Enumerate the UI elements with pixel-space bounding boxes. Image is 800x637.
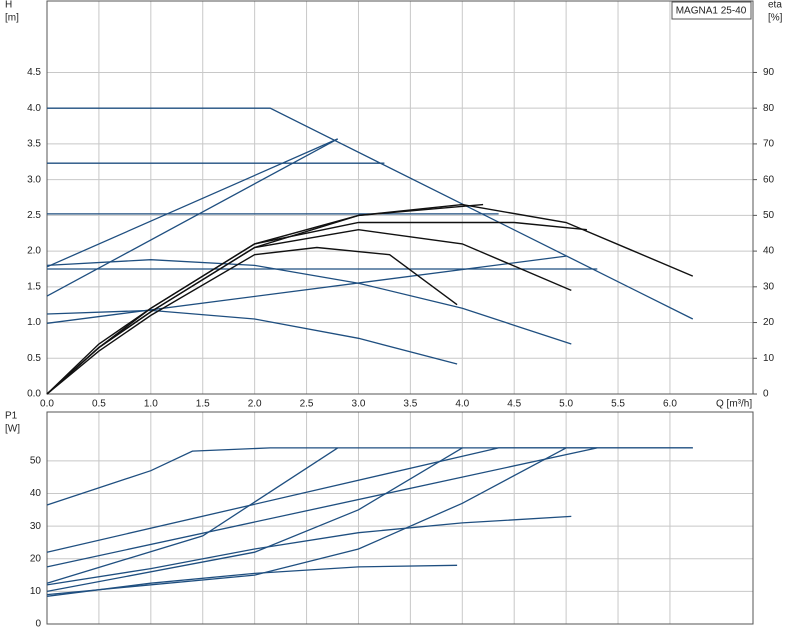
curve [46, 447, 463, 593]
y-tick-label: 0.5 [27, 353, 41, 364]
curve [46, 221, 587, 395]
y-tick-label: 10 [30, 586, 42, 597]
y2-axis-label: eta [768, 0, 782, 11]
plot-frame [46, 411, 754, 625]
x-tick-label: 3.0 [352, 399, 366, 410]
y-tick-label: 3.0 [27, 174, 41, 185]
y2-tick-label: 70 [763, 139, 775, 150]
y2-axis-label: [%] [768, 13, 783, 24]
curve [46, 203, 484, 395]
y-tick-label: 2.5 [27, 210, 41, 221]
y2-tick-label: 40 [763, 246, 775, 257]
curve [46, 447, 339, 584]
x-tick-label: 5.5 [611, 399, 625, 410]
curve [46, 447, 693, 506]
x-tick-label: 1.0 [144, 399, 158, 410]
y2-tick-label: 20 [763, 317, 775, 328]
y2-tick-label: 10 [763, 353, 775, 364]
y2-tick-label: 30 [763, 281, 775, 292]
x-tick-label: 0.5 [92, 399, 106, 410]
x-tick-label: 4.0 [455, 399, 469, 410]
y-tick-label: 4.5 [27, 67, 41, 78]
y-tick-label: 1.5 [27, 281, 41, 292]
curve [46, 309, 458, 365]
y2-tick-label: 50 [763, 210, 775, 221]
curve [46, 138, 339, 297]
curve [46, 255, 567, 324]
y-axis-label: [W] [5, 424, 20, 435]
x-tick-label: 6.0 [663, 399, 677, 410]
x-axis-label: Q [m³/h] [716, 399, 752, 410]
curve [46, 447, 693, 553]
y-tick-label: 4.0 [27, 103, 41, 114]
x-tick-label: 2.0 [248, 399, 262, 410]
legend-box [671, 1, 752, 20]
y-tick-label: 1.0 [27, 317, 41, 328]
y2-tick-label: 80 [763, 103, 775, 114]
curve [46, 564, 458, 597]
y2-tick-label: 60 [763, 174, 775, 185]
y2-tick-label: 90 [763, 67, 775, 78]
curve [46, 447, 598, 568]
x-tick-label: 2.5 [300, 399, 314, 410]
y-tick-label: 2.0 [27, 246, 41, 257]
y-tick-label: 30 [30, 521, 42, 532]
x-tick-label: 0.0 [40, 399, 54, 410]
y-tick-label: 0 [35, 619, 41, 630]
x-tick-label: 3.5 [403, 399, 417, 410]
x-tick-label: 1.5 [196, 399, 210, 410]
y-tick-label: 3.5 [27, 139, 41, 150]
y2-tick-label: 0 [763, 389, 769, 400]
curve [46, 246, 458, 395]
x-tick-label: 4.5 [507, 399, 521, 410]
y-tick-label: 40 [30, 488, 42, 499]
y-tick-label: 0.0 [27, 389, 41, 400]
y-axis-label: H [5, 0, 12, 11]
plot-frame [46, 0, 754, 395]
curve [46, 203, 694, 395]
y-tick-label: 20 [30, 553, 42, 564]
y-axis-label: P1 [5, 411, 18, 422]
curve [46, 447, 567, 596]
curve [46, 138, 338, 268]
x-tick-label: 5.0 [559, 399, 573, 410]
y-tick-label: 50 [30, 456, 42, 467]
curve [46, 259, 572, 345]
curve [46, 515, 572, 586]
y-axis-label: [m] [5, 13, 19, 24]
legend-title: MAGNA1 25-40 [676, 6, 747, 17]
curve [47, 107, 694, 320]
